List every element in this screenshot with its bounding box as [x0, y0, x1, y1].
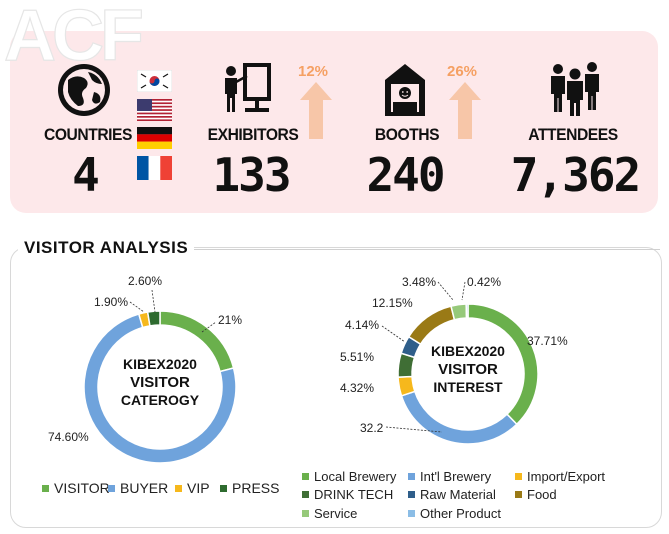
legend-item-press: PRESS	[220, 480, 279, 496]
stats-panel	[10, 31, 658, 213]
legend-label: Local Brewery	[314, 469, 397, 484]
leader-line-press	[151, 289, 156, 313]
booths-label: BOOTHS	[374, 125, 440, 144]
data-label-buyer: 74.60%	[48, 430, 89, 444]
legend-label: Int'l Brewery	[420, 469, 492, 484]
countries-value: 4	[72, 148, 100, 202]
data-label-vip: 1.90%	[94, 295, 128, 309]
exhibitors-growth-arrow	[300, 82, 332, 139]
legend-label: VISITOR	[54, 480, 110, 496]
slice-food	[407, 305, 456, 346]
title-divider	[194, 249, 660, 250]
legend-item-service: Service	[302, 506, 357, 521]
legend-swatch	[408, 473, 415, 481]
legend-swatch	[302, 473, 309, 481]
legend-label: Raw Material	[420, 487, 496, 502]
center-label-line-2: VISITOR	[438, 361, 498, 378]
legend-swatch	[220, 484, 227, 492]
attendees-label: ATTENDEES	[528, 125, 618, 144]
legend-item-vip: VIP	[175, 480, 210, 496]
data-label-other-product: 0.42%	[467, 275, 501, 289]
data-label-food: 12.15%	[372, 296, 413, 310]
legend-swatch	[515, 473, 522, 481]
leader-line-other-product	[461, 281, 466, 301]
usa-flag	[137, 99, 172, 121]
data-label-import-export: 4.32%	[340, 381, 374, 395]
attendees-value: 7,362	[510, 148, 641, 202]
data-label-local-brewery: 37.71%	[527, 334, 568, 348]
slice-import-export	[397, 375, 416, 397]
data-label-service: 3.48%	[402, 275, 436, 289]
visitor-analysis-title: VISITOR ANALYSIS	[18, 238, 195, 258]
legend-item-food: Food	[515, 487, 557, 502]
legend-item-drink-tech: DRINK TECH	[302, 487, 393, 502]
legend-swatch	[108, 484, 115, 492]
booths-growth-arrow	[449, 82, 481, 139]
exhibitors-label: EXHIBITORS	[207, 125, 299, 144]
legend-swatch	[42, 484, 49, 492]
countries-label: COUNTRIES	[44, 125, 132, 144]
globe-icon	[58, 64, 110, 116]
data-label-press: 2.60%	[128, 274, 162, 288]
legend-swatch	[302, 510, 309, 518]
booths-value: 240	[366, 148, 445, 202]
leader-line-service	[437, 281, 454, 301]
data-label-raw-material: 4.14%	[345, 318, 379, 332]
legend-swatch	[408, 491, 415, 499]
legend-label: DRINK TECH	[314, 487, 394, 502]
acf-logo: ACF	[3, 0, 144, 76]
leader-line-visitor	[201, 321, 217, 333]
slice-service	[450, 303, 468, 321]
france-flag	[137, 156, 172, 180]
booth-icon	[385, 64, 425, 116]
slice-press	[146, 310, 161, 327]
center-label-line-1: KIBEX2020	[431, 343, 505, 359]
legend-label: Food	[527, 487, 557, 502]
exhibitors-value: 133	[212, 148, 291, 202]
data-label-int-l-brewery: 32.2	[360, 421, 384, 435]
legend-label: PRESS	[232, 480, 280, 496]
legend-swatch	[515, 491, 522, 499]
center-label-line-1: KIBEX2020	[123, 356, 197, 372]
center-label-line-3: INTEREST	[433, 379, 503, 395]
legend-label: BUYER	[120, 480, 169, 496]
leader-line-raw-material	[381, 325, 406, 343]
center-label-line-3: CATEROGY	[121, 392, 200, 408]
slice-int-l-brewery	[400, 390, 518, 445]
legend-label: Service	[314, 506, 358, 521]
legend-item-other-product: Other Product	[408, 506, 501, 521]
legend-item-import-export: Import/Export	[515, 469, 605, 484]
legend-item-int-l-brewery: Int'l Brewery	[408, 469, 491, 484]
data-label-visitor: 21%	[218, 313, 242, 327]
legend-swatch	[302, 491, 309, 499]
exhibitor-icon	[225, 63, 271, 112]
data-label-drink-tech: 5.51%	[340, 350, 374, 364]
leader-line-vip	[129, 301, 145, 313]
slice-other-product	[465, 303, 469, 319]
legend-item-local-brewery: Local Brewery	[302, 469, 396, 484]
legend-label: Other Product	[420, 506, 501, 521]
legend-label: VIP	[187, 480, 210, 496]
exhibitors-growth-label: 12%	[298, 63, 329, 80]
korea-flag	[137, 70, 172, 92]
legend-item-raw-material: Raw Material	[408, 487, 496, 502]
germany-flag	[137, 127, 172, 149]
legend-item-buyer: BUYER	[108, 480, 168, 496]
attendees-icon	[551, 62, 599, 116]
leader-line-int-l-brewery	[385, 426, 443, 433]
legend-swatch	[408, 510, 415, 518]
legend-item-visitor: VISITOR	[42, 480, 110, 496]
legend-swatch	[175, 484, 182, 492]
legend-label: Import/Export	[527, 469, 606, 484]
visitor-analysis-panel	[10, 247, 662, 528]
booths-growth-label: 26%	[447, 63, 478, 80]
center-label-line-2: VISITOR	[130, 374, 190, 391]
